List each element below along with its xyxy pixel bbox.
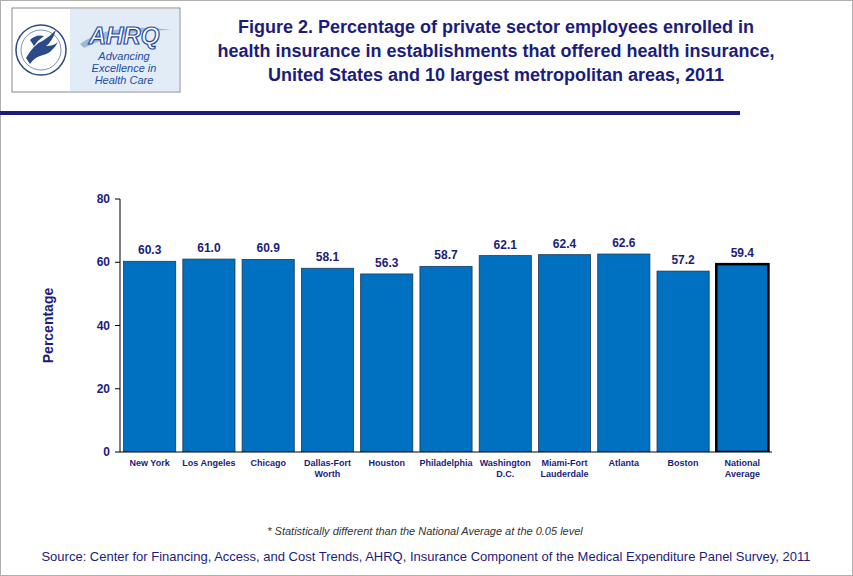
y-tick <box>115 452 120 453</box>
logo-panel <box>70 9 179 91</box>
logo-tagline: Excellence in <box>92 62 157 74</box>
bar <box>716 264 768 452</box>
eagle <box>26 30 58 64</box>
x-tick-label: Dallas-FortWorth <box>304 458 351 479</box>
seal <box>16 25 66 75</box>
footnote: * Statistically different than the Natio… <box>267 525 583 537</box>
bars <box>124 254 769 452</box>
bar <box>657 271 709 452</box>
x-tick-label-line: Worth <box>315 469 341 479</box>
x-tick-label-line: Average <box>725 469 760 479</box>
title: Figure 2. Percentage of private sector e… <box>217 17 774 85</box>
bar <box>420 266 472 452</box>
y-tick <box>115 325 120 326</box>
bar <box>124 261 176 452</box>
title-line: Figure 2. Percentage of private sector e… <box>238 17 754 37</box>
logo-name: AHRQ <box>88 22 160 49</box>
header-rule <box>0 111 740 115</box>
title-line: United States and 10 largest metropolita… <box>268 65 724 85</box>
logo-tagline: Health Care <box>95 74 154 86</box>
seal-ring <box>21 30 61 70</box>
logo-frame <box>12 8 180 92</box>
x-tick-label: Miami-FortLauderdale <box>541 458 589 479</box>
title-line: health insurance in establishments that … <box>217 41 774 61</box>
logo-tagline: Advancing <box>97 50 150 62</box>
y-tick <box>115 199 120 200</box>
x-tick-label: Chicago <box>250 458 286 468</box>
y-tick <box>115 262 120 263</box>
data-label: 61.0 <box>197 241 221 255</box>
bar <box>301 268 353 452</box>
y-axis-label: Percentage <box>40 288 56 364</box>
chart: AHRQAdvancingExcellence inHealth Care Fig… <box>0 0 853 576</box>
bar <box>242 259 294 452</box>
x-tick-label: WashingtonD.C. <box>480 458 531 479</box>
data-label: 57.2 <box>671 253 695 267</box>
y-tick-label: 0 <box>103 445 110 459</box>
bar <box>361 274 413 452</box>
bar <box>598 254 650 452</box>
x-tick-label-line: Washington <box>480 458 531 468</box>
data-label: 62.1 <box>494 238 518 252</box>
x-axis <box>120 452 772 453</box>
y-tick-label: 20 <box>97 382 111 396</box>
x-tick-label: Philadelphia <box>419 458 473 468</box>
x-tick-label: Houston <box>368 458 405 468</box>
data-label: 56.3 <box>375 256 399 270</box>
x-tick-label-line: Dallas-Fort <box>304 458 351 468</box>
y-axis <box>120 199 121 452</box>
x-tick-label: Los Angeles <box>182 458 235 468</box>
logo: AHRQAdvancingExcellence inHealth Care <box>12 8 180 92</box>
data-label: 62.4 <box>553 237 577 251</box>
source: Source: Center for Financing, Access, an… <box>41 549 810 564</box>
y-tick-label: 40 <box>97 319 111 333</box>
x-tick-label: Atlanta <box>609 458 640 468</box>
data-label: 60.9 <box>257 241 281 255</box>
eagle-wing <box>30 36 44 47</box>
x-tick-label-line: National <box>725 458 761 468</box>
background <box>1 1 853 576</box>
y-tick-label: 60 <box>97 255 111 269</box>
x-tick-label-line: D.C. <box>496 469 514 479</box>
data-label: 58.1 <box>316 250 340 264</box>
bar <box>183 259 235 452</box>
data-label: 60.3 <box>138 243 162 257</box>
x-tick-label: Boston <box>668 458 699 468</box>
x-tick-label: NationalAverage <box>725 458 761 479</box>
y-tick <box>115 388 120 389</box>
x-tick-label-line: Miami-Fort <box>542 458 588 468</box>
x-tick-label-line: Lauderdale <box>541 469 589 479</box>
y-tick-label: 80 <box>97 192 111 206</box>
x-tick-label: New York <box>130 458 171 468</box>
bar <box>538 255 590 452</box>
data-label: 59.4 <box>731 246 755 260</box>
data-label: 58.7 <box>434 248 458 262</box>
data-label: 62.6 <box>612 236 636 250</box>
bar <box>479 256 531 452</box>
